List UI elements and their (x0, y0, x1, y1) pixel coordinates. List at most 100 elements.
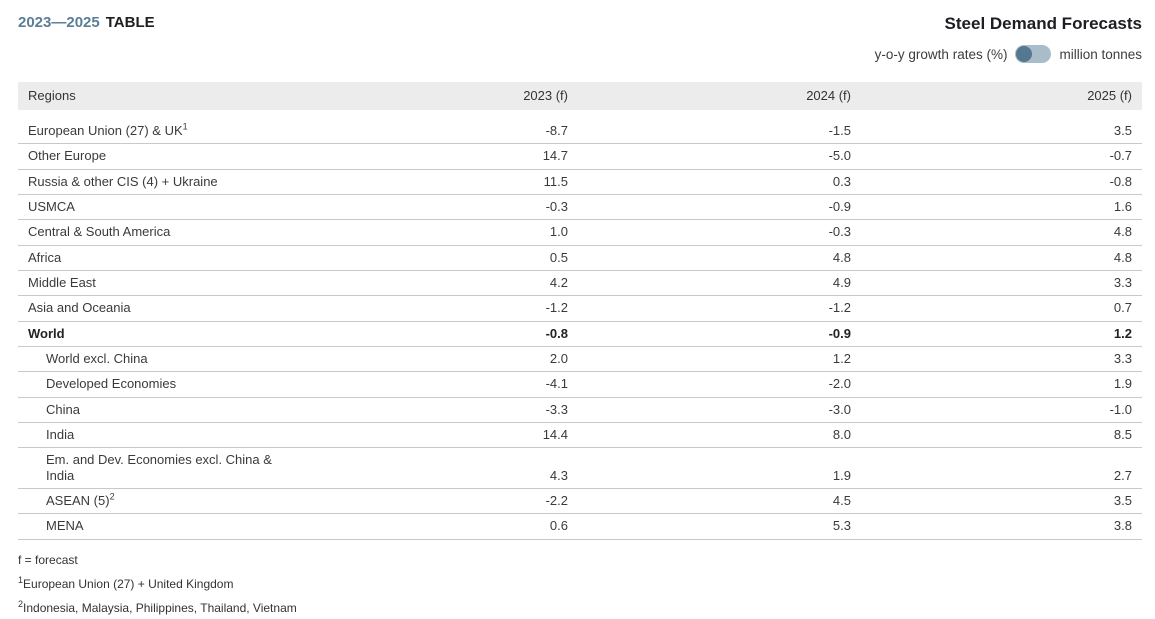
column-header: 2025 (f) (861, 82, 1142, 110)
footnote: f = forecast (18, 552, 78, 567)
table-row: Russia & other CIS (4) + Ukraine 11.5 0.3 -… (18, 169, 1142, 195)
column-header: Regions (18, 82, 288, 110)
footnote-ref: 1 (182, 121, 188, 132)
footnote-sup: 2 (18, 599, 24, 610)
value-cell: 8.0 (832, 426, 851, 442)
value-cell: -4.1 (545, 376, 568, 392)
footnote-ref: 2 (109, 491, 115, 502)
region-cell: Middle East (28, 274, 96, 290)
table-row: MENA 0.6 5.3 3.8 (18, 514, 1142, 540)
region-cell: Em. and Dev. Economies excl. China & Ind… (46, 452, 272, 483)
toggle-option-growth-rates[interactable]: y-o-y growth rates (%) (874, 46, 1008, 62)
period-label: 2023—2025 (18, 14, 100, 31)
value-cell: 4.5 (832, 492, 851, 508)
value-cell: 5.3 (832, 518, 851, 534)
table-row: China -3.3 -3.0 -1.0 (18, 397, 1142, 423)
value-cell: -0.7 (1109, 148, 1132, 164)
table-row: Em. and Dev. Economies excl. China & Ind… (18, 448, 1142, 489)
table-row: European Union (27) & UK1 -8.7 -1.5 3.5 (18, 110, 1142, 144)
table-row: USMCA -0.3 -0.9 1.6 (18, 194, 1142, 220)
unit-toggle-switch[interactable] (1015, 45, 1052, 63)
footnote: 1European Union (27) + United Kingdom (18, 574, 234, 591)
value-cell: 3.5 (1113, 492, 1132, 508)
region-cell: USMCA (28, 198, 75, 214)
value-cell: -2.0 (828, 376, 851, 392)
region-cell: India (46, 426, 75, 442)
region-cell: European Union (27) & UK1 (28, 121, 188, 138)
value-cell: 8.5 (1113, 426, 1132, 442)
region-cell: Asia and Oceania (28, 300, 131, 316)
value-cell: 1.6 (1113, 198, 1132, 214)
value-cell: 0.7 (1113, 300, 1132, 316)
value-cell: -0.3 (828, 224, 851, 240)
value-cell: 1.0 (549, 224, 568, 240)
value-cell: -0.8 (1109, 173, 1132, 189)
value-cell: 3.8 (1113, 518, 1132, 534)
value-cell: -1.5 (828, 123, 851, 138)
value-cell: 4.2 (549, 274, 568, 290)
value-cell: 1.9 (1113, 376, 1132, 392)
region-cell: China (46, 401, 80, 417)
region-cell: Russia & other CIS (4) + Ukraine (28, 173, 218, 189)
value-cell: 14.4 (542, 426, 568, 442)
toggle-knob-icon (1016, 46, 1033, 62)
value-cell: -0.9 (828, 198, 851, 214)
region-cell: ASEAN (5)2 (46, 491, 115, 508)
footnote: 2Indonesia, Malaysia, Philippines, Thail… (18, 599, 297, 616)
value-cell: 1.2 (832, 350, 851, 366)
value-cell: 1.9 (832, 467, 851, 483)
value-cell: 2.7 (1113, 467, 1132, 483)
table-row: World -0.8 -0.9 1.2 (18, 321, 1142, 347)
table-row: ASEAN (5)2 -2.2 4.5 3.5 (18, 488, 1142, 514)
value-cell: 14.7 (542, 148, 568, 164)
table-row: Africa 0.5 4.8 4.8 (18, 245, 1142, 271)
column-header: 2024 (f) (578, 82, 861, 110)
table-row: India 14.4 8.0 8.5 (18, 422, 1142, 448)
value-cell: -0.9 (828, 325, 851, 341)
table-row: Developed Economies -4.1 -2.0 1.9 (18, 372, 1142, 398)
table-row: Central & South America 1.0 -0.3 4.8 (18, 220, 1142, 246)
value-cell: -3.0 (828, 401, 851, 417)
table-row: World excl. China 2.0 1.2 3.3 (18, 346, 1142, 372)
table-row: Middle East 4.2 4.9 3.3 (18, 270, 1142, 296)
value-cell: -0.8 (545, 325, 568, 341)
value-cell: 4.8 (1113, 224, 1132, 240)
value-cell: -5.0 (828, 148, 851, 164)
value-cell: -1.2 (545, 300, 568, 316)
value-cell: 3.3 (1113, 274, 1132, 290)
region-cell: Africa (28, 249, 62, 265)
region-cell: MENA (46, 518, 84, 534)
value-cell: 4.9 (832, 274, 851, 290)
value-cell: -1.0 (1109, 401, 1132, 417)
table-row: Asia and Oceania -1.2 -1.2 0.7 (18, 296, 1142, 322)
table-header-row: Regions 2023 (f) 2024 (f) 2025 (f) (18, 82, 1142, 110)
page-title: Steel Demand Forecasts (944, 14, 1142, 33)
footnote-sup: 1 (18, 574, 24, 585)
steel-demand-table: Regions 2023 (f) 2024 (f) 2025 (f) European… (18, 82, 1142, 540)
unit-toggle-row: y-o-y growth rates (%) million tonnes (0, 34, 1155, 63)
period-heading: 2023—2025 TABLE (18, 14, 155, 31)
value-cell: -0.3 (545, 198, 568, 214)
value-cell: 1.2 (1113, 325, 1132, 341)
value-cell: 3.5 (1113, 123, 1132, 138)
table-row: Other Europe 14.7 -5.0 -0.7 (18, 144, 1142, 170)
value-cell: 0.6 (549, 518, 568, 534)
footnotes: f = forecast 1European Union (27) + Unite… (18, 553, 1155, 616)
value-cell: -3.3 (545, 401, 568, 417)
value-cell: -2.2 (545, 492, 568, 508)
region-cell: World excl. China (46, 350, 148, 366)
toggle-option-million-tonnes[interactable]: million tonnes (1059, 46, 1142, 62)
value-cell: -1.2 (828, 300, 851, 316)
value-cell: -8.7 (545, 123, 568, 138)
value-cell: 11.5 (543, 173, 568, 189)
table-label: TABLE (105, 14, 155, 31)
region-cell: Central & South America (28, 224, 171, 240)
value-cell: 3.3 (1113, 350, 1132, 366)
value-cell: 2.0 (549, 350, 568, 366)
value-cell: 4.3 (549, 467, 568, 483)
value-cell: 4.8 (1113, 249, 1132, 265)
region-cell: World (28, 325, 65, 341)
value-cell: 0.3 (832, 173, 851, 189)
value-cell: 0.5 (549, 249, 568, 265)
value-cell: 4.8 (832, 249, 851, 265)
